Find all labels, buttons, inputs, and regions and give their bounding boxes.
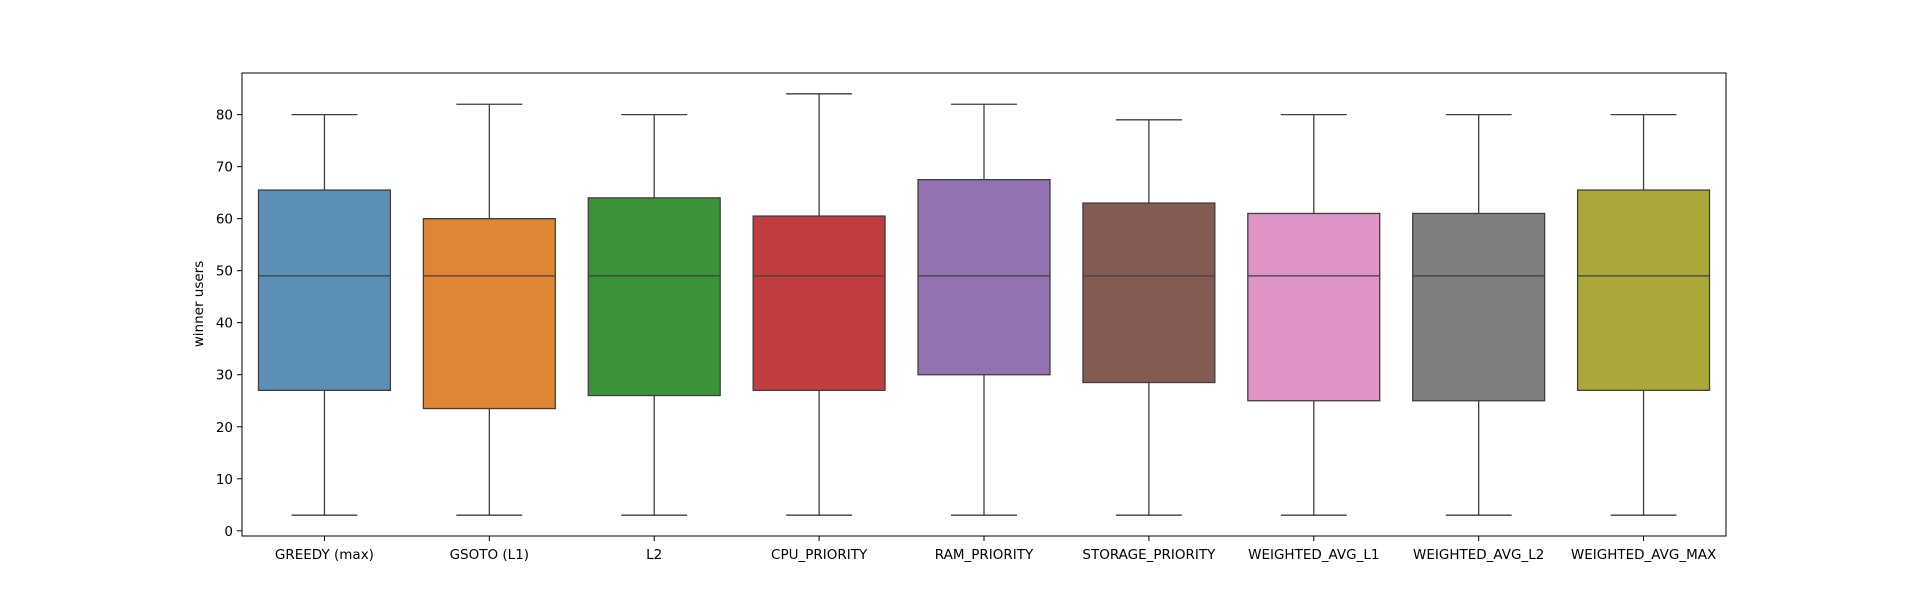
x-tick-label: RAM_PRIORITY (935, 547, 1034, 563)
x-tick-label: WEIGHTED_AVG_MAX (1571, 547, 1716, 563)
box-group (587, 113, 721, 516)
box-group (752, 93, 886, 516)
box-group (1412, 113, 1546, 516)
box-group (257, 113, 392, 516)
y-tick-label: 80 (216, 108, 233, 124)
x-tick-label: L2 (646, 547, 662, 563)
y-axis-label: winner users (191, 261, 207, 348)
boxes-layer (257, 93, 1711, 516)
box-iqr (1576, 189, 1711, 391)
box-iqr (257, 189, 392, 391)
plot-frame (241, 72, 1727, 537)
y-tick-label: 50 (216, 264, 233, 280)
x-tick-label: WEIGHTED_AVG_L1 (1248, 547, 1379, 563)
box-group (1082, 119, 1216, 516)
box-iqr (422, 218, 556, 410)
x-tick-label: GSOTO (L1) (450, 547, 529, 563)
box-iqr (917, 178, 1051, 376)
x-tick-label: CPU_PRIORITY (771, 547, 868, 563)
box-group (1247, 113, 1381, 516)
x-tick-label: STORAGE_PRIORITY (1082, 547, 1216, 563)
box-iqr (1082, 202, 1216, 384)
y-tick-label: 40 (216, 316, 233, 332)
y-tick-label: 70 (216, 160, 233, 176)
box-iqr (752, 215, 886, 391)
box-iqr (587, 197, 721, 397)
y-tick-label: 30 (216, 368, 233, 384)
box-group (917, 103, 1051, 516)
box-group (1576, 113, 1711, 516)
axes-layer: GREEDY (max) GSOTO (L1) L2 CPU_PRIORITY RAM_… (216, 72, 1727, 563)
x-tick-label: WEIGHTED_AVG_L2 (1413, 547, 1544, 563)
box-iqr (1412, 212, 1546, 402)
box-iqr (1247, 212, 1381, 402)
box-group (422, 103, 556, 516)
y-tick-label: 20 (216, 420, 233, 436)
y-tick-label: 10 (216, 472, 233, 488)
y-tick-label: 0 (224, 524, 233, 540)
x-tick-label: GREEDY (max) (275, 547, 374, 563)
y-tick-label: 60 (216, 212, 233, 228)
